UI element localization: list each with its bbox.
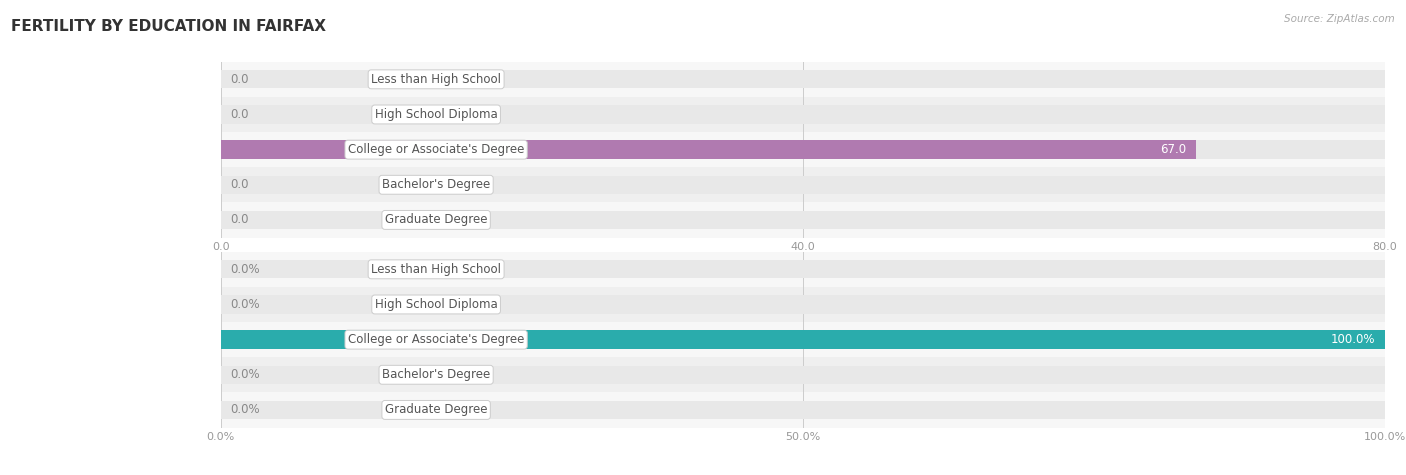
Text: 100.0%: 100.0% — [1331, 333, 1375, 346]
Bar — [221, 211, 1385, 229]
Bar — [221, 167, 1385, 202]
Bar — [221, 366, 1385, 384]
Text: 0.0: 0.0 — [231, 178, 249, 191]
Bar — [221, 105, 1385, 124]
Text: 0.0%: 0.0% — [231, 298, 260, 311]
Bar — [221, 252, 1385, 287]
Bar — [221, 331, 1385, 349]
Text: 0.0%: 0.0% — [231, 368, 260, 381]
Bar — [221, 392, 1385, 428]
Text: Bachelor's Degree: Bachelor's Degree — [382, 368, 491, 381]
Text: 0.0: 0.0 — [231, 73, 249, 86]
Text: Graduate Degree: Graduate Degree — [385, 403, 488, 417]
Bar — [221, 287, 1385, 322]
Text: College or Associate's Degree: College or Associate's Degree — [347, 333, 524, 346]
Bar — [221, 357, 1385, 392]
Text: 0.0%: 0.0% — [231, 263, 260, 276]
Bar — [221, 141, 1385, 159]
Text: High School Diploma: High School Diploma — [375, 108, 498, 121]
Bar — [221, 97, 1385, 132]
Text: Bachelor's Degree: Bachelor's Degree — [382, 178, 491, 191]
Text: High School Diploma: High School Diploma — [375, 298, 498, 311]
Bar — [221, 401, 1385, 419]
Bar — [221, 70, 1385, 88]
Bar — [221, 202, 1385, 238]
Text: 0.0: 0.0 — [231, 108, 249, 121]
Text: Less than High School: Less than High School — [371, 263, 501, 276]
Text: 0.0: 0.0 — [231, 213, 249, 227]
Bar — [221, 132, 1385, 167]
Bar — [221, 322, 1385, 357]
Text: 0.0%: 0.0% — [231, 403, 260, 417]
Bar — [221, 176, 1385, 194]
Bar — [221, 62, 1385, 97]
Text: College or Associate's Degree: College or Associate's Degree — [347, 143, 524, 156]
Bar — [221, 141, 1195, 159]
Text: Source: ZipAtlas.com: Source: ZipAtlas.com — [1284, 14, 1395, 24]
Text: Graduate Degree: Graduate Degree — [385, 213, 488, 227]
Bar — [221, 260, 1385, 278]
Text: FERTILITY BY EDUCATION IN FAIRFAX: FERTILITY BY EDUCATION IN FAIRFAX — [11, 19, 326, 34]
Bar — [221, 295, 1385, 314]
Text: Less than High School: Less than High School — [371, 73, 501, 86]
Text: 67.0: 67.0 — [1160, 143, 1187, 156]
Bar — [221, 331, 1385, 349]
